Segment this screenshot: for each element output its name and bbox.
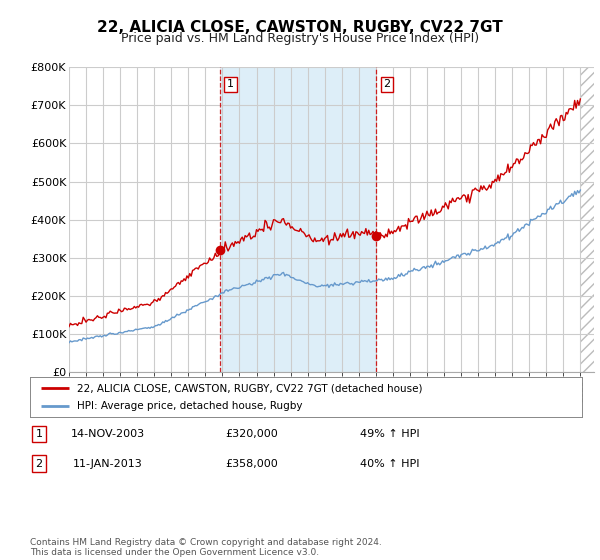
Text: 1: 1 — [227, 80, 234, 90]
Text: Price paid vs. HM Land Registry's House Price Index (HPI): Price paid vs. HM Land Registry's House … — [121, 32, 479, 45]
Text: 11-JAN-2013: 11-JAN-2013 — [73, 459, 143, 469]
Text: HPI: Average price, detached house, Rugby: HPI: Average price, detached house, Rugb… — [77, 401, 302, 411]
Text: 2: 2 — [35, 459, 43, 469]
Text: 2: 2 — [383, 80, 391, 90]
Text: 22, ALICIA CLOSE, CAWSTON, RUGBY, CV22 7GT (detached house): 22, ALICIA CLOSE, CAWSTON, RUGBY, CV22 7… — [77, 383, 422, 393]
Text: Contains HM Land Registry data © Crown copyright and database right 2024.
This d: Contains HM Land Registry data © Crown c… — [30, 538, 382, 557]
Text: £358,000: £358,000 — [226, 459, 278, 469]
Bar — [220, 67, 376, 372]
Text: 22, ALICIA CLOSE, CAWSTON, RUGBY, CV22 7GT: 22, ALICIA CLOSE, CAWSTON, RUGBY, CV22 7… — [97, 20, 503, 35]
Text: 49% ↑ HPI: 49% ↑ HPI — [360, 429, 420, 439]
Text: £320,000: £320,000 — [226, 429, 278, 439]
Text: 1: 1 — [35, 429, 43, 439]
Bar — [580, 67, 594, 372]
Text: 40% ↑ HPI: 40% ↑ HPI — [360, 459, 420, 469]
Text: 14-NOV-2003: 14-NOV-2003 — [71, 429, 145, 439]
